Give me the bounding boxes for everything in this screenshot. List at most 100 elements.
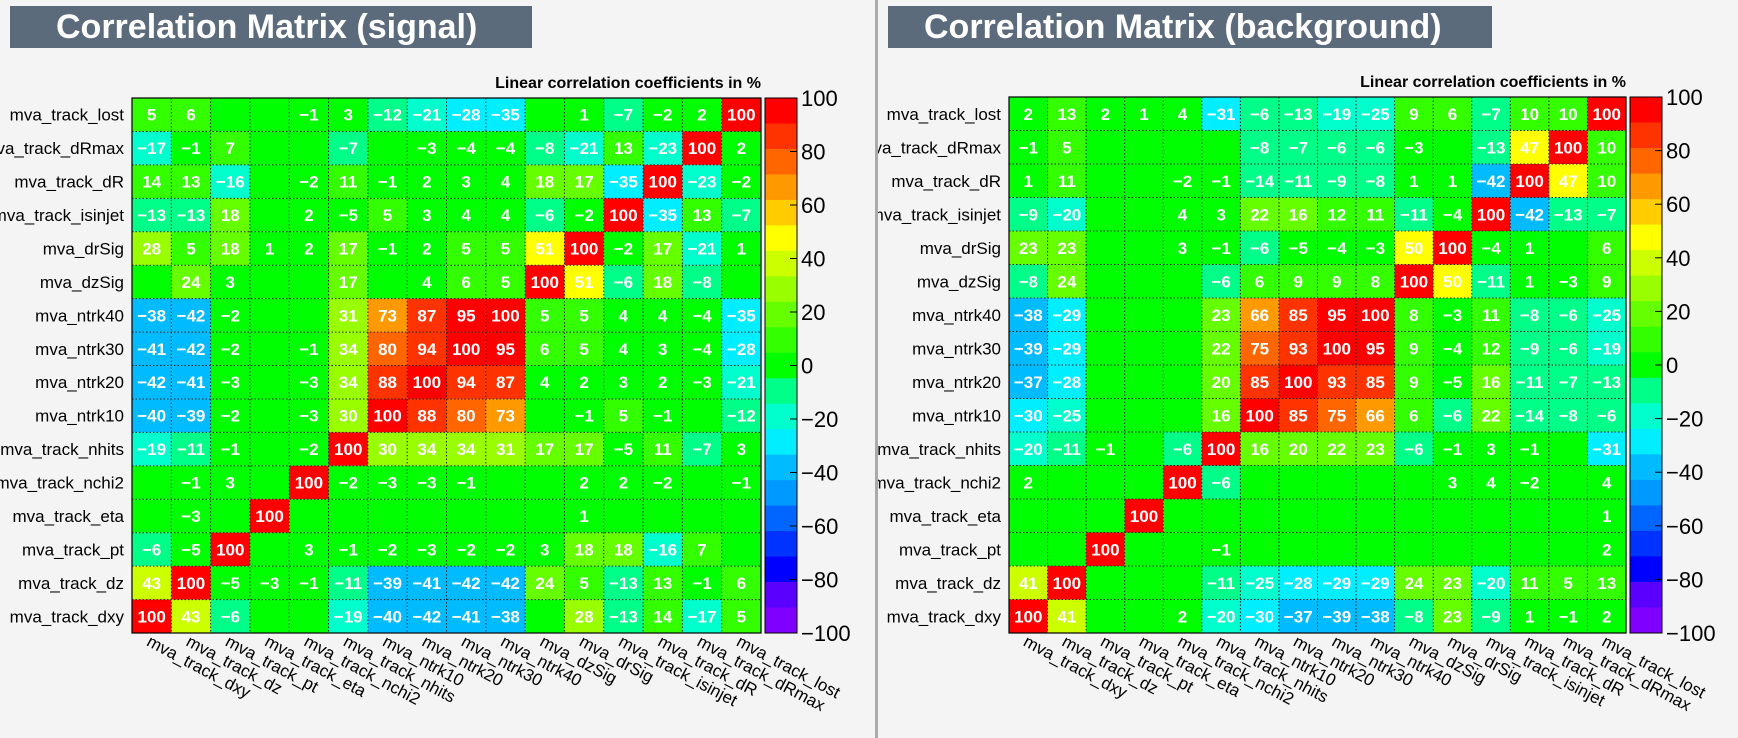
signal-cell [289,198,329,232]
signal-cell [289,231,329,266]
background-value-label: −3 [1558,272,1577,291]
signal-cell [249,499,290,533]
background-value-label: 41 [1019,574,1038,593]
signal-cell [367,432,408,466]
background-value-label: 24 [1057,272,1076,291]
background-cell [1124,97,1164,131]
background-cell [1086,432,1125,466]
signal-value-label: −19 [334,607,363,626]
background-cell [1587,532,1626,566]
signal-y-label: mva_track_dxy [10,607,125,626]
signal-value-label: −6 [535,206,554,225]
signal-cell [485,332,526,366]
background-value-label: 24 [1404,574,1423,593]
background-value-label: −29 [1322,574,1351,593]
signal-value-label: 2 [579,474,588,493]
signal-value-label: −40 [373,607,402,626]
background-colorbar-segment [1630,301,1662,328]
signal-value-label: −21 [727,373,756,392]
signal-value-label: 80 [378,340,397,359]
background-cell [1394,465,1434,499]
background-cell [1240,599,1279,633]
signal-cell [132,398,172,433]
background-cell [1510,298,1549,332]
signal-cell [525,432,565,466]
signal-value-label: 5 [579,574,588,593]
signal-cell [682,164,722,199]
signal-value-label: 5 [501,273,510,292]
signal-cell [721,566,761,600]
signal-colorbar-segment [765,378,797,405]
signal-cell [171,532,211,567]
background-value-label: −11 [1516,373,1544,392]
background-cell [1124,365,1164,399]
background-cell [1394,298,1434,332]
signal-value-label: −1 [339,540,358,559]
signal-value-label: 4 [619,306,629,325]
background-cell [1201,97,1241,131]
background-cell [1548,599,1588,633]
signal-value-label: 100 [570,239,598,258]
signal-cell [171,432,211,466]
signal-cell [132,432,172,466]
signal-y-label: mva_track_eta [13,507,125,526]
background-cell [1124,164,1164,198]
background-cell [1240,499,1279,533]
background-cell [1433,197,1472,231]
signal-value-label: −1 [299,106,318,125]
signal-cell [485,398,526,433]
signal-cell [525,131,565,165]
signal-cell [328,432,368,466]
signal-value-label: 2 [422,173,431,192]
background-colorbar-segment [1630,479,1662,506]
signal-cell [328,164,368,199]
background-value-label: 41 [1057,607,1076,626]
background-cell [1471,231,1511,265]
signal-value-label: 7 [697,540,706,559]
background-cell [1510,197,1549,231]
signal-value-label: −1 [692,574,711,593]
signal-cell [446,164,486,199]
signal-cell [407,265,447,299]
background-cell [1433,231,1472,265]
signal-cell [485,164,526,199]
signal-cell [367,131,408,165]
background-cell [1317,298,1357,332]
signal-value-label: −6 [221,607,240,626]
background-value-label: 4 [1178,205,1188,224]
background-colorbar-label: 60 [1666,192,1690,217]
signal-cell [407,131,447,165]
signal-value-label: −1 [299,574,318,593]
signal-value-label: 4 [461,206,471,225]
signal-value-label: 1 [579,106,588,125]
background-cell [1201,331,1241,365]
signal-value-label: −4 [692,306,712,325]
background-cell [1433,532,1472,566]
background-value-label: −14 [1515,406,1544,425]
background-value-label: 20 [1289,440,1308,459]
background-cell [1587,231,1626,265]
signal-value-label: 30 [378,440,397,459]
signal-value-label: 14 [653,607,672,626]
signal-value-label: 4 [501,173,511,192]
signal-value-label: 100 [255,507,283,526]
background-value-label: 3 [1486,440,1495,459]
background-cell [1201,432,1241,466]
background-value-label: −6 [1558,306,1577,325]
signal-value-label: 11 [339,173,357,192]
background-y-label: mva_track_dRmax [878,138,1001,157]
signal-cell [171,164,211,199]
signal-cell [446,131,486,165]
background-cell [1471,164,1511,198]
background-colorbar-label: −20 [1666,407,1703,432]
signal-value-label: −7 [732,206,751,225]
background-y-label: mva_track_eta [890,507,1002,526]
background-value-label: −7 [1289,138,1308,157]
background-cell [1009,97,1048,131]
signal-value-label: 95 [457,306,476,325]
background-value-label: −4 [1327,239,1347,258]
signal-cell [721,265,761,299]
background-cell [1471,566,1511,600]
signal-value-label: −3 [299,407,318,426]
background-cell [1471,532,1511,566]
